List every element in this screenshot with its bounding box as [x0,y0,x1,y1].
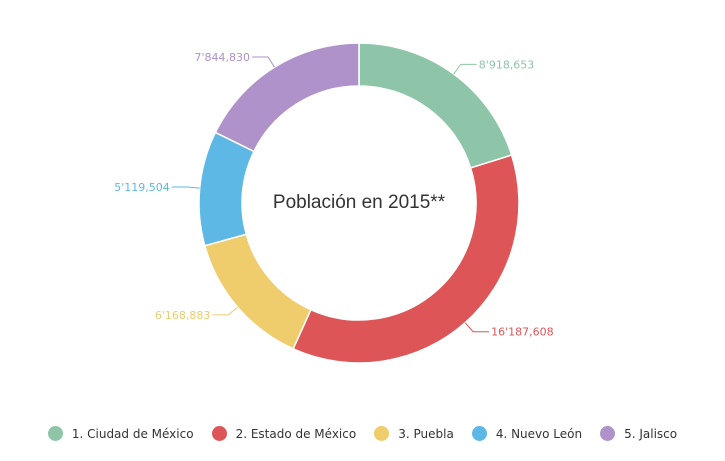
legend-label: 3. Puebla [398,426,454,441]
slice-estado-de-mexico[interactable] [292,154,520,364]
donut-slices [198,42,520,364]
data-label: 16'187,608 [491,326,554,339]
slice-nuevo-leon[interactable] [198,131,255,247]
legend-swatch [211,426,227,441]
label-connector [212,306,238,316]
legend-swatch [471,426,487,441]
label-connector [453,63,477,75]
data-label: 6'168,883 [155,309,211,322]
legend-item-puebla[interactable]: 3. Puebla [374,426,454,441]
legend-item-jalisco[interactable]: 5. Jalisco [600,426,677,441]
slice-jalisco[interactable] [214,42,360,153]
legend-label: 1. Ciudad de México [71,426,194,441]
legend-swatch [374,426,390,441]
donut-chart: 8'918,653 16'187,608 6'168,883 5'119,504 7'8… [114,42,554,364]
chart-center-title: Población en 2015** [273,192,446,213]
legend-swatch [47,426,63,441]
legend-label: 2. Estado de México [235,426,357,441]
data-label: 5'119,504 [114,181,170,194]
legend-item-estado-de-mexico[interactable]: 2. Estado de México [211,426,357,441]
chart-legend: 1. Ciudad de México 2. Estado de México … [0,426,725,441]
legend-label: 4. Nuevo León [495,426,583,441]
legend-swatch [600,426,616,441]
slice-puebla[interactable] [203,233,312,350]
label-connector [171,186,200,189]
legend-label: 5. Jalisco [624,426,678,441]
legend-item-nuevo-leon[interactable]: 4. Nuevo León [471,426,583,441]
label-connectors [171,56,490,333]
legend-item-ciudad-de-mexico[interactable]: 1. Ciudad de México [47,426,194,441]
label-connector [252,56,275,68]
label-connector [464,322,490,333]
data-labels: 8'918,653 16'187,608 6'168,883 5'119,504 7'8… [114,51,553,339]
data-label: 8'918,653 [479,58,535,71]
data-label: 7'844,830 [195,51,251,64]
